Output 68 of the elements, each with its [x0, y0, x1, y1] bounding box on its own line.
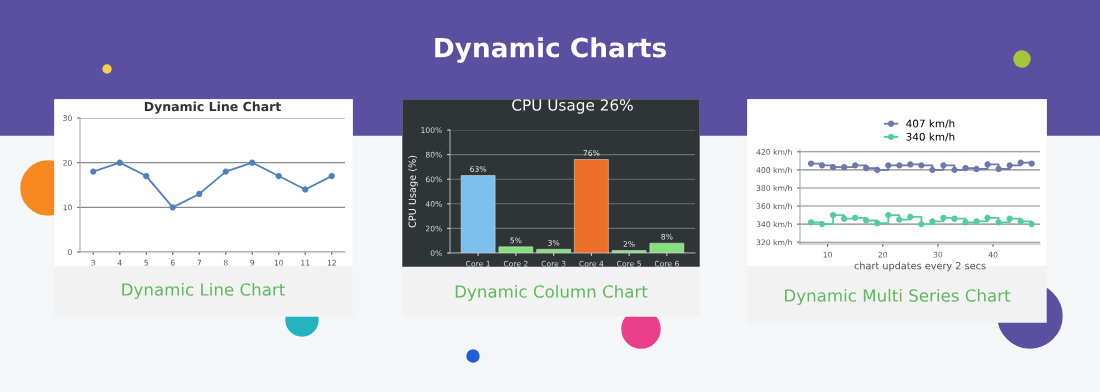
- bar: [536, 249, 571, 253]
- point: [302, 186, 309, 193]
- point: [829, 211, 837, 219]
- point: [1006, 162, 1013, 169]
- point: [1028, 220, 1035, 228]
- point: [896, 162, 903, 169]
- point: [249, 159, 256, 166]
- point: [1006, 215, 1013, 222]
- bar: [460, 175, 496, 253]
- chart-title: CPU Usage 26%: [512, 99, 633, 114]
- point: [940, 214, 947, 221]
- point: [984, 161, 991, 168]
- point: [143, 172, 150, 180]
- point: [169, 204, 176, 211]
- y-axis-title: CPU Usage (%): [408, 155, 418, 228]
- point: [885, 211, 892, 219]
- point: [863, 217, 870, 224]
- point: [885, 162, 892, 169]
- point: [995, 165, 1002, 173]
- chart-title: Dynamic Line Chart: [144, 101, 281, 114]
- bar: [649, 242, 685, 253]
- point: [328, 172, 335, 180]
- point: [874, 166, 881, 174]
- point: [940, 162, 947, 169]
- legend-label: 340 km/h: [906, 132, 955, 142]
- point: [863, 164, 870, 172]
- point: [973, 218, 980, 225]
- point: [929, 218, 936, 225]
- point: [852, 214, 859, 221]
- legend-label: 407 km/h: [906, 119, 955, 129]
- bar: [498, 246, 534, 253]
- point: [929, 166, 936, 174]
- point: [852, 162, 859, 169]
- point: [962, 164, 969, 172]
- point: [918, 162, 925, 169]
- bar: [611, 250, 647, 253]
- point: [196, 190, 203, 198]
- point: [275, 172, 282, 180]
- point: [807, 160, 815, 167]
- point: [841, 164, 848, 171]
- bar: [574, 159, 609, 253]
- point: [829, 164, 837, 171]
- point: [962, 219, 969, 226]
- point: [1028, 160, 1035, 167]
- point: [951, 166, 958, 174]
- point: [1017, 159, 1024, 166]
- point: [807, 219, 815, 226]
- point: [116, 159, 123, 166]
- text: Dynamic Column Chart: [455, 284, 648, 302]
- point: [984, 214, 991, 221]
- point: [951, 215, 958, 222]
- point: [896, 216, 903, 223]
- point: [995, 219, 1002, 226]
- point: [818, 220, 826, 228]
- text: Dynamic Multi Series Chart: [785, 288, 1011, 306]
- point: [222, 168, 229, 175]
- point: [1017, 218, 1024, 225]
- x-axis-title: chart updates every 2 secs: [854, 261, 986, 272]
- point: [907, 213, 914, 221]
- point: [841, 215, 848, 222]
- point: [874, 220, 881, 227]
- text: Dynamic Line Chart: [122, 282, 285, 300]
- point: [918, 220, 925, 228]
- point: [90, 168, 97, 175]
- point: [973, 165, 980, 173]
- point: [907, 161, 914, 168]
- text: Dynamic Charts: [435, 37, 666, 63]
- point: [818, 162, 826, 169]
